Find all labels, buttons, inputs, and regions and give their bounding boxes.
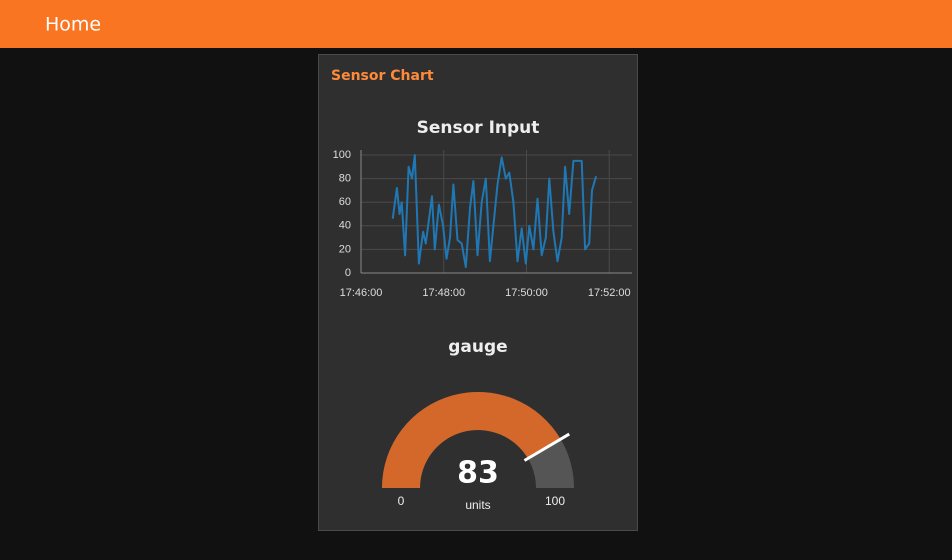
- y-tick-label: 60: [339, 196, 351, 208]
- gauge-title: gauge: [448, 337, 507, 357]
- data-line: [391, 154, 598, 269]
- x-tick-label: 17:50:00: [505, 287, 548, 299]
- x-tick-label: 17:46:00: [340, 287, 383, 299]
- y-tick-label: 100: [333, 149, 351, 161]
- x-tick-label: 17:48:00: [422, 287, 465, 299]
- x-tick-label: 17:52:00: [588, 287, 631, 299]
- gauge-min: 0: [398, 494, 405, 508]
- chart-title: Sensor Input: [417, 118, 540, 138]
- y-tick-label: 20: [339, 243, 351, 255]
- group-title: Sensor Chart: [331, 68, 434, 84]
- y-tick-label: 0: [345, 267, 351, 279]
- y-tick-label: 80: [339, 173, 351, 185]
- header-bar: [0, 0, 952, 48]
- header-title: Home: [45, 14, 101, 36]
- gauge-value: [382, 392, 561, 488]
- group-card: [318, 54, 638, 531]
- y-tick-label: 40: [339, 220, 351, 232]
- gauge-max: 100: [545, 494, 565, 508]
- gauge-units: units: [465, 498, 490, 512]
- gauge-value-label: 83: [457, 456, 499, 491]
- gauge-needle: [523, 432, 571, 462]
